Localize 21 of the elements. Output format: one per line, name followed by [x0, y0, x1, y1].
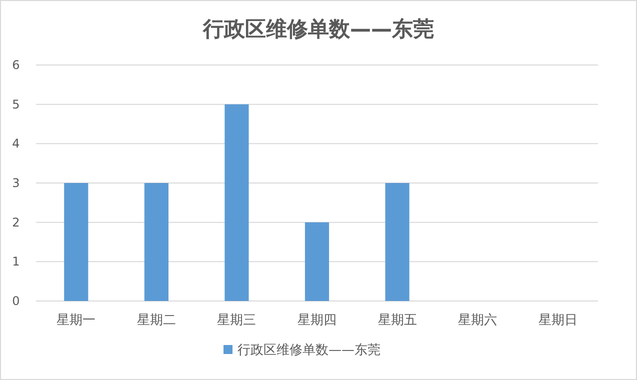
bar [64, 183, 88, 301]
y-tick-label: 5 [12, 97, 20, 112]
y-tick-label: 4 [12, 136, 20, 151]
chart-title: 行政区维修单数——东莞 [202, 17, 434, 41]
bar [224, 104, 249, 301]
y-tick-label: 1 [12, 254, 20, 269]
x-tick-label: 星期日 [538, 313, 578, 328]
bar [144, 183, 168, 301]
legend-label: 行政区维修单数——东莞 [238, 343, 380, 358]
x-tick-label: 星期四 [298, 313, 336, 328]
x-tick-label: 星期一 [56, 313, 96, 328]
x-tick-label: 星期五 [378, 313, 417, 328]
x-tick-label: 星期三 [217, 313, 256, 328]
y-tick-label: 6 [12, 58, 20, 72]
bar [304, 222, 330, 301]
x-tick-label: 星期二 [136, 313, 176, 328]
y-tick-label: 2 [12, 215, 20, 230]
x-tick-label: 星期六 [458, 313, 498, 328]
y-tick-label: 3 [12, 176, 20, 190]
y-tick-label: 0 [12, 294, 20, 308]
bar [385, 183, 410, 301]
